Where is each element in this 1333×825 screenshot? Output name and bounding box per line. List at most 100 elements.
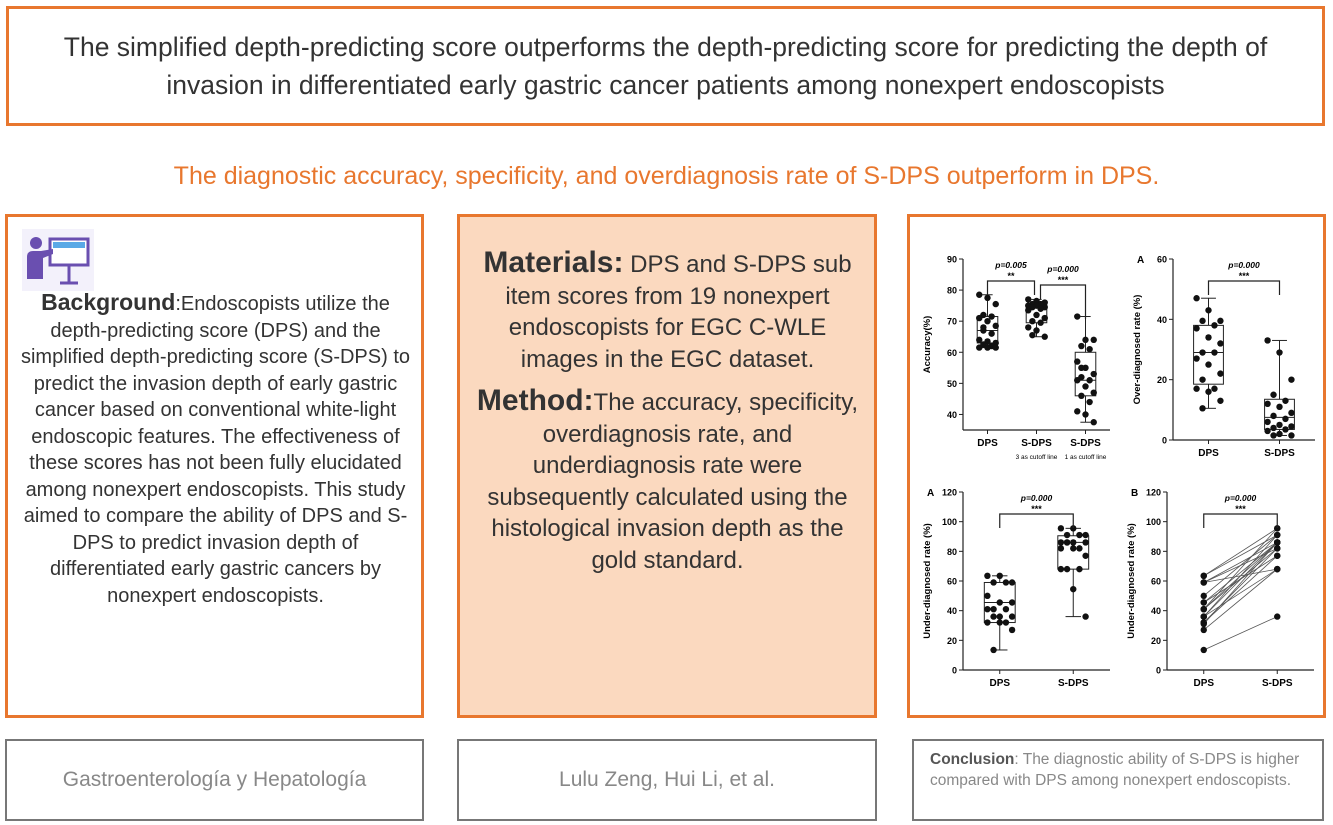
data-point <box>1193 295 1200 302</box>
data-point <box>1217 370 1224 377</box>
data-point <box>1002 579 1010 586</box>
background-heading: Background <box>41 289 176 315</box>
data-point <box>1264 400 1271 407</box>
data-point <box>1200 592 1207 600</box>
x-tick-label: DPS <box>977 438 998 449</box>
x-tick-label: DPS <box>1198 448 1219 459</box>
pair-line <box>1203 555 1278 623</box>
data-point <box>1076 531 1083 539</box>
data-point <box>1002 605 1010 613</box>
data-point <box>1057 525 1065 532</box>
data-point <box>1082 336 1089 344</box>
data-point <box>1200 599 1207 606</box>
data-point <box>1274 539 1281 546</box>
data-point <box>1274 545 1281 552</box>
data-point <box>1270 432 1277 439</box>
data-point <box>1076 545 1083 552</box>
data-point <box>1211 322 1218 329</box>
data-point <box>1211 349 1218 356</box>
x-sublabel: 1 as cutoff line <box>1065 454 1107 461</box>
y-tick-label: 80 <box>1151 547 1161 557</box>
data-point <box>1086 345 1093 353</box>
data-point <box>980 324 987 331</box>
y-tick-label: 100 <box>1146 517 1161 527</box>
data-point <box>996 599 1003 606</box>
y-tick-label: 120 <box>942 488 957 498</box>
data-point <box>1274 565 1281 573</box>
data-point <box>1217 340 1224 347</box>
data-point <box>1063 539 1071 546</box>
data-point <box>1264 418 1271 426</box>
data-point <box>1199 317 1206 325</box>
y-tick-label: 0 <box>952 666 957 676</box>
materials-method-panel: Materials: DPS and S-DPS sub item scores… <box>457 214 877 718</box>
pair-line <box>1203 616 1278 651</box>
data-point <box>1063 531 1071 539</box>
pair-line <box>1203 542 1278 603</box>
data-point <box>1070 585 1077 593</box>
pair-line <box>1203 534 1278 617</box>
y-tick-label: 90 <box>947 255 957 265</box>
data-point <box>984 592 991 600</box>
data-point <box>1090 389 1097 396</box>
p-value: p=0.000 <box>1224 493 1257 503</box>
data-point <box>992 322 999 330</box>
data-point <box>1090 419 1097 426</box>
data-point <box>1082 552 1089 559</box>
y-tick-label: 80 <box>947 547 957 557</box>
data-point <box>984 344 991 351</box>
x-tick-label: S-DPS <box>1264 448 1295 459</box>
data-point <box>1074 408 1081 415</box>
materials-heading: Materials: <box>483 246 624 279</box>
y-tick-label: 40 <box>947 606 957 616</box>
y-tick-label: 0 <box>1156 666 1161 676</box>
data-point <box>1057 539 1065 546</box>
pair-line <box>1203 568 1278 617</box>
data-point <box>1276 349 1283 356</box>
data-point <box>1282 426 1289 433</box>
conclusion-box: Conclusion: The diagnostic ability of S-… <box>912 739 1324 821</box>
background-text: Background:Endoscopists utilize the dept… <box>18 289 413 609</box>
background-panel: Background:Endoscopists utilize the dept… <box>5 214 424 718</box>
data-point <box>988 313 995 320</box>
y-tick-label: 0 <box>1162 436 1167 446</box>
data-point <box>1086 377 1093 384</box>
method-heading: Method: <box>476 384 594 417</box>
data-point <box>976 344 983 351</box>
data-point <box>1193 355 1200 362</box>
data-point <box>1288 423 1295 430</box>
significance-stars: ** <box>1007 271 1015 281</box>
data-point <box>1076 565 1083 573</box>
materials: Materials: DPS and S-DPS sub item scores… <box>470 247 865 375</box>
pair-line <box>1203 542 1278 625</box>
data-point <box>984 572 991 580</box>
data-point <box>1200 605 1207 613</box>
pair-line <box>1203 534 1278 577</box>
materials-method-text: Materials: DPS and S-DPS sub item scores… <box>470 247 865 576</box>
data-point <box>1008 626 1016 634</box>
y-tick-label: 40 <box>1157 315 1167 325</box>
data-point <box>1276 421 1283 429</box>
x-tick-label: S-DPS <box>1262 678 1293 689</box>
data-point <box>1082 539 1089 546</box>
under-diagnosed-paired-chart: 0 20 40 60 80 100 120 Under-diagnosed rate (%) B… <box>1126 488 1314 689</box>
data-point <box>1199 405 1206 412</box>
data-point <box>1070 525 1077 532</box>
y-tick-label: 50 <box>947 379 957 389</box>
data-point <box>1200 626 1207 634</box>
y-tick-label: 100 <box>942 517 957 527</box>
panel-label: A <box>927 488 934 499</box>
data-point <box>1288 376 1295 383</box>
y-axis-label: Accuracy(%) <box>922 316 933 374</box>
data-point <box>1078 392 1085 399</box>
pair-line <box>1203 528 1278 577</box>
conclusion-text: : The diagnostic ability of S-DPS is hig… <box>930 751 1300 789</box>
data-point <box>1205 307 1212 314</box>
data-point <box>1025 324 1032 331</box>
data-point <box>1082 531 1089 539</box>
x-sublabel: 3 as cutoff line <box>1016 454 1058 461</box>
pair-line <box>1203 568 1278 631</box>
data-point <box>1070 539 1077 546</box>
data-point <box>1205 388 1212 395</box>
journal-name: Gastroenterología y Hepatología <box>62 768 367 791</box>
